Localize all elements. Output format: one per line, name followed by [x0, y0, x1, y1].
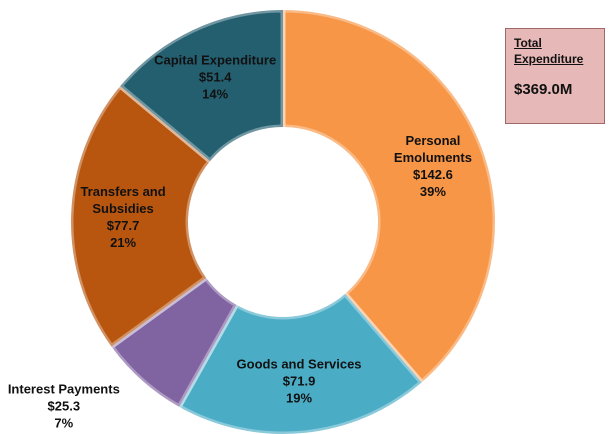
- share-label: 7%: [54, 415, 74, 431]
- share-label: 21%: [110, 234, 137, 250]
- category-label: Interest Payments: [7, 381, 120, 397]
- slice: [280, 7, 498, 386]
- slice-label: Capital Expenditure $51.4 14%: [150, 52, 280, 103]
- slice-label: Goods and Services $71.9 19%: [234, 356, 364, 407]
- share-label: 14%: [202, 86, 229, 102]
- slice: [116, 7, 286, 165]
- value-label: $25.3: [47, 398, 81, 414]
- value-label: $51.4: [198, 69, 232, 85]
- slice-label: Transfers and Subsidies $77.7 21%: [58, 183, 188, 251]
- category-label: Goods and Services: [236, 356, 362, 372]
- slice: [175, 290, 426, 434]
- share-label: 19%: [286, 390, 313, 406]
- share-label: 39%: [419, 184, 446, 200]
- slice: [68, 82, 214, 351]
- category-label: Transfers and Subsidies: [80, 183, 166, 216]
- slice: [107, 274, 240, 411]
- category-label: Capital Expenditure: [154, 52, 277, 68]
- slice-label: Interest Payments $25.3 7%: [0, 380, 134, 431]
- value-label: $71.9: [282, 373, 316, 389]
- category-label: Personal Emoluments: [393, 133, 472, 166]
- value-label: $77.7: [106, 217, 140, 233]
- total-value: $369.0M: [514, 81, 573, 98]
- total-title: Total Expenditure: [514, 36, 584, 66]
- value-label: $142.6: [413, 167, 453, 183]
- slice-label: Personal Emoluments $142.6 39%: [368, 132, 498, 200]
- total-box: Total Expenditure $369.0M: [505, 28, 605, 124]
